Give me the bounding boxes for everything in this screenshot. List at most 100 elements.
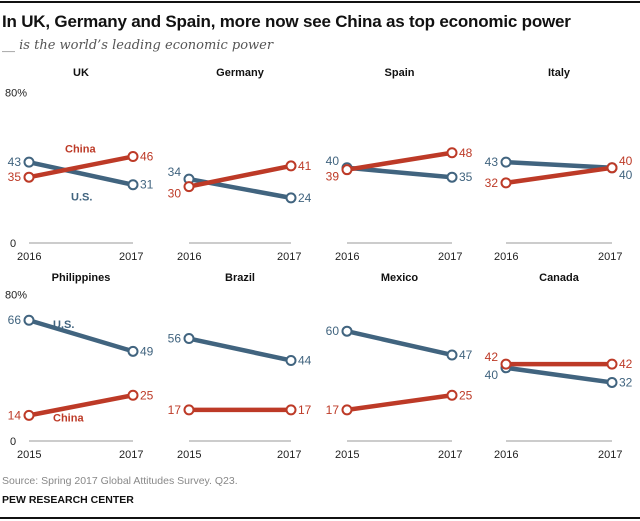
us-point [23,314,35,326]
us-point [500,156,512,168]
us-line-italy [503,159,615,171]
china-value-label: 32 [485,176,499,190]
us-value-label: 43 [485,155,499,169]
china-line-italy [503,165,615,186]
china-value-label: 40 [619,154,633,168]
china-point [341,404,353,416]
x-tick-label: 2016 [177,251,201,263]
us-value-label: 56 [168,332,182,346]
china-value-label: 46 [140,150,154,164]
y-tick-label: 80% [5,290,27,302]
series-label-us: U.S. [71,192,92,204]
china-point [127,389,139,401]
x-tick-label: 2015 [335,449,359,461]
us-value-label: 66 [8,313,22,327]
china-line-germany [186,163,294,189]
china-point [446,389,458,401]
y-tick-label: 0 [10,238,16,250]
china-point [127,151,139,163]
china-value-label: 41 [298,159,312,173]
china-point [606,162,618,174]
us-value-label: 44 [298,353,312,367]
china-point [446,147,458,159]
china-point [500,358,512,370]
x-tick-label: 2017 [598,251,622,263]
panel-title-philippines: Philippines [52,272,111,284]
us-line-philippines [26,317,136,354]
panel-title-brazil: Brazil [225,272,255,284]
y-tick-label: 0 [10,436,16,448]
us-point [446,349,458,361]
us-value-label: 32 [619,375,633,389]
china-line-uk [26,154,136,180]
source-note: Source: Spring 2017 Global Attitudes Sur… [2,475,238,487]
china-value-label: 14 [8,408,22,422]
us-point [285,192,297,204]
x-tick-label: 2015 [17,449,41,461]
chart-title: In UK, Germany and Spain, more now see C… [2,12,571,31]
x-tick-label: 2016 [17,251,41,263]
x-tick-label: 2015 [177,449,201,461]
us-point [23,156,35,168]
x-tick-label: 2017 [119,449,143,461]
us-point [127,179,139,191]
x-tick-label: 2016 [494,251,518,263]
china-line-philippines [26,393,136,418]
x-tick-label: 2017 [119,251,143,263]
x-tick-label: 2017 [277,449,301,461]
china-value-label: 42 [485,350,499,364]
top-rule [0,1,640,3]
china-value-label: 35 [8,170,22,184]
x-tick-label: 2016 [335,251,359,263]
bottom-rule [0,517,640,519]
us-value-label: 47 [459,348,473,362]
china-value-label: 25 [459,388,473,402]
us-value-label: 31 [140,178,154,192]
us-point [341,325,353,337]
china-point [183,404,195,416]
china-point [183,181,195,193]
y-tick-label: 80% [5,88,27,100]
china-point [23,409,35,421]
us-line-canada [503,365,615,385]
us-value-label: 40 [619,168,633,182]
china-value-label: 25 [140,388,154,402]
panel-title-mexico: Mexico [381,272,419,284]
china-value-label: 17 [298,403,312,417]
us-line-mexico [344,328,455,358]
us-value-label: 24 [298,191,312,205]
china-value-label: 17 [326,403,340,417]
china-point [341,164,353,176]
china-point [285,160,297,172]
china-point [500,177,512,189]
panel-title-germany: Germany [216,67,265,79]
panel-title-canada: Canada [539,272,580,284]
china-line-spain [344,150,455,172]
us-line-spain [344,165,455,180]
series-label-china: China [53,412,84,424]
china-line-mexico [344,393,455,413]
us-value-label: 34 [168,165,182,179]
credit: PEW RESEARCH CENTER [2,494,134,506]
us-point [446,171,458,183]
us-point [606,376,618,388]
x-tick-label: 2017 [438,449,462,461]
series-label-china: China [65,144,96,156]
china-point [606,358,618,370]
china-value-label: 48 [459,146,473,160]
china-value-label: 17 [168,403,182,417]
us-line-brazil [186,336,294,363]
panel-title-uk: UK [73,67,89,79]
us-point [127,345,139,357]
panel-title-spain: Spain [385,67,415,79]
china-value-label: 39 [326,170,340,184]
us-value-label: 35 [459,170,473,184]
us-point [285,354,297,366]
series-label-us: U.S. [53,319,74,331]
us-point [183,333,195,345]
x-tick-label: 2016 [494,449,518,461]
china-value-label: 30 [168,187,182,201]
panel-title-italy: Italy [548,67,571,79]
chart-subtitle: __ is the world’s leading economic power [2,38,274,53]
